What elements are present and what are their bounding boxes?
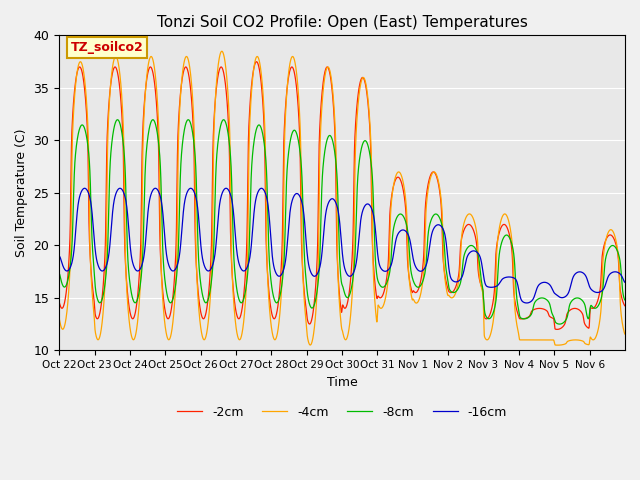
-8cm bbox=[184, 117, 192, 122]
Line: -4cm: -4cm bbox=[59, 51, 625, 345]
-8cm bbox=[525, 314, 533, 320]
-8cm bbox=[621, 297, 629, 303]
Legend: -2cm, -4cm, -8cm, -16cm: -2cm, -4cm, -8cm, -16cm bbox=[172, 401, 512, 424]
Y-axis label: Soil Temperature (C): Soil Temperature (C) bbox=[15, 129, 28, 257]
-8cm bbox=[556, 321, 563, 327]
-16cm bbox=[394, 232, 401, 238]
-16cm bbox=[525, 300, 533, 305]
-4cm bbox=[497, 216, 505, 222]
-16cm bbox=[540, 279, 548, 285]
-8cm bbox=[497, 240, 505, 246]
-16cm bbox=[364, 201, 371, 207]
-2cm bbox=[497, 224, 505, 229]
-16cm bbox=[173, 264, 180, 270]
-16cm bbox=[497, 277, 505, 283]
-2cm bbox=[553, 326, 561, 332]
-4cm bbox=[540, 337, 548, 343]
-2cm bbox=[394, 174, 401, 180]
-8cm bbox=[540, 295, 548, 301]
Line: -8cm: -8cm bbox=[59, 120, 625, 324]
-8cm bbox=[55, 271, 63, 276]
-16cm bbox=[621, 279, 629, 285]
-4cm bbox=[621, 331, 629, 337]
-4cm bbox=[525, 337, 533, 343]
-4cm bbox=[364, 89, 371, 95]
-8cm bbox=[173, 275, 180, 281]
-2cm bbox=[525, 313, 533, 319]
-16cm bbox=[258, 185, 266, 191]
-4cm bbox=[554, 342, 562, 348]
-4cm bbox=[173, 264, 180, 270]
-2cm bbox=[540, 306, 548, 312]
-2cm bbox=[173, 225, 180, 230]
-8cm bbox=[394, 214, 401, 219]
Title: Tonzi Soil CO2 Profile: Open (East) Temperatures: Tonzi Soil CO2 Profile: Open (East) Temp… bbox=[157, 15, 527, 30]
-4cm bbox=[218, 48, 226, 54]
-2cm bbox=[364, 93, 371, 98]
-2cm bbox=[621, 303, 629, 309]
-4cm bbox=[394, 169, 401, 175]
-16cm bbox=[55, 253, 63, 259]
-16cm bbox=[523, 300, 531, 306]
X-axis label: Time: Time bbox=[326, 376, 358, 389]
Line: -2cm: -2cm bbox=[59, 62, 625, 329]
-4cm bbox=[55, 316, 63, 322]
-8cm bbox=[364, 140, 371, 146]
Line: -16cm: -16cm bbox=[59, 188, 625, 303]
Text: TZ_soilco2: TZ_soilco2 bbox=[70, 41, 143, 54]
-2cm bbox=[253, 59, 260, 65]
-2cm bbox=[55, 300, 63, 305]
